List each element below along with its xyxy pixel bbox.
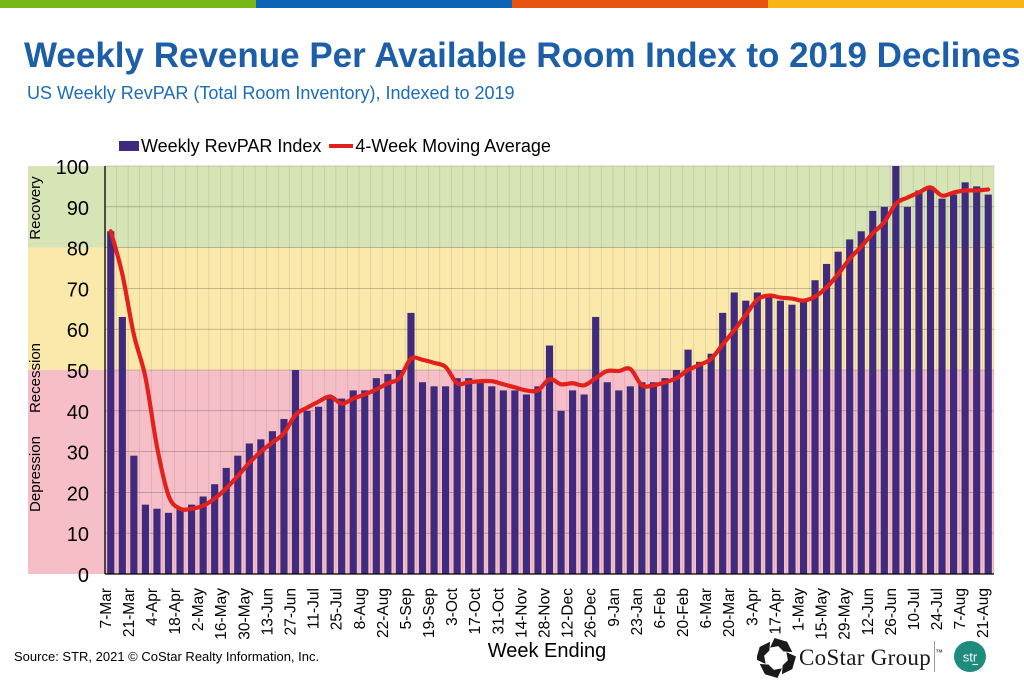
svg-text:6-Mar: 6-Mar	[698, 588, 715, 628]
svg-text:70: 70	[67, 279, 89, 301]
svg-text:2-May: 2-May	[190, 588, 207, 631]
svg-text:3-Oct: 3-Oct	[444, 587, 461, 626]
svg-text:28-Nov: 28-Nov	[537, 588, 554, 638]
svg-text:4-Apr: 4-Apr	[144, 588, 161, 626]
svg-text:21-Mar: 21-Mar	[121, 588, 138, 637]
svg-text:26-Jun: 26-Jun	[883, 588, 900, 635]
svg-text:3-Apr: 3-Apr	[744, 588, 761, 626]
svg-text:30-May: 30-May	[236, 588, 253, 640]
svg-text:31-Oct: 31-Oct	[490, 587, 507, 634]
svg-text:17-Oct: 17-Oct	[467, 587, 484, 634]
svg-text:26-Dec: 26-Dec	[583, 588, 600, 638]
svg-text:9-Jan: 9-Jan	[606, 588, 623, 627]
svg-text:Depression: Depression	[27, 436, 44, 512]
svg-text:50: 50	[67, 361, 89, 383]
svg-text:24-Jul: 24-Jul	[929, 588, 946, 630]
svg-text:21-Aug: 21-Aug	[975, 588, 992, 638]
svg-text:CoStar Group: CoStar Group	[799, 645, 931, 670]
svg-text:™: ™	[935, 648, 943, 657]
svg-text:7-Aug: 7-Aug	[952, 588, 969, 629]
svg-text:20-Mar: 20-Mar	[721, 588, 738, 637]
svg-text:23-Jan: 23-Jan	[629, 588, 646, 635]
svg-text:Recession: Recession	[27, 343, 44, 413]
svg-text:str: str	[963, 650, 978, 665]
svg-text:20-Feb: 20-Feb	[675, 588, 692, 637]
svg-text:8-Aug: 8-Aug	[352, 588, 369, 629]
svg-text:13-Jun: 13-Jun	[259, 588, 276, 635]
svg-text:Recovery: Recovery	[27, 176, 44, 240]
svg-text:12-Jun: 12-Jun	[860, 588, 877, 635]
svg-text:16-May: 16-May	[213, 588, 230, 640]
svg-text:10: 10	[67, 524, 89, 546]
svg-text:80: 80	[67, 239, 89, 261]
svg-text:15-May: 15-May	[814, 588, 831, 640]
svg-text:29-May: 29-May	[837, 588, 854, 640]
svg-text:40: 40	[67, 402, 89, 424]
svg-text:12-Dec: 12-Dec	[560, 588, 577, 638]
svg-text:5-Sep: 5-Sep	[398, 588, 415, 629]
svg-text:10-Jul: 10-Jul	[906, 588, 923, 630]
svg-text:20: 20	[67, 483, 89, 505]
svg-text:7-Mar: 7-Mar	[98, 588, 115, 628]
svg-text:19-Sep: 19-Sep	[421, 588, 438, 638]
svg-text:60: 60	[67, 320, 89, 342]
svg-text:14-Nov: 14-Nov	[513, 588, 530, 638]
svg-text:90: 90	[67, 198, 89, 220]
svg-text:22-Aug: 22-Aug	[375, 588, 392, 638]
svg-text:6-Feb: 6-Feb	[652, 588, 669, 629]
svg-text:30: 30	[67, 443, 89, 465]
svg-text:1-May: 1-May	[791, 588, 808, 631]
svg-text:100: 100	[56, 157, 89, 179]
svg-text:17-Apr: 17-Apr	[767, 588, 784, 635]
svg-text:18-Apr: 18-Apr	[167, 588, 184, 635]
svg-text:0: 0	[78, 565, 89, 587]
svg-text:27-Jun: 27-Jun	[283, 588, 300, 635]
svg-text:25-Jul: 25-Jul	[329, 588, 346, 630]
svg-text:11-Jul: 11-Jul	[306, 588, 323, 629]
